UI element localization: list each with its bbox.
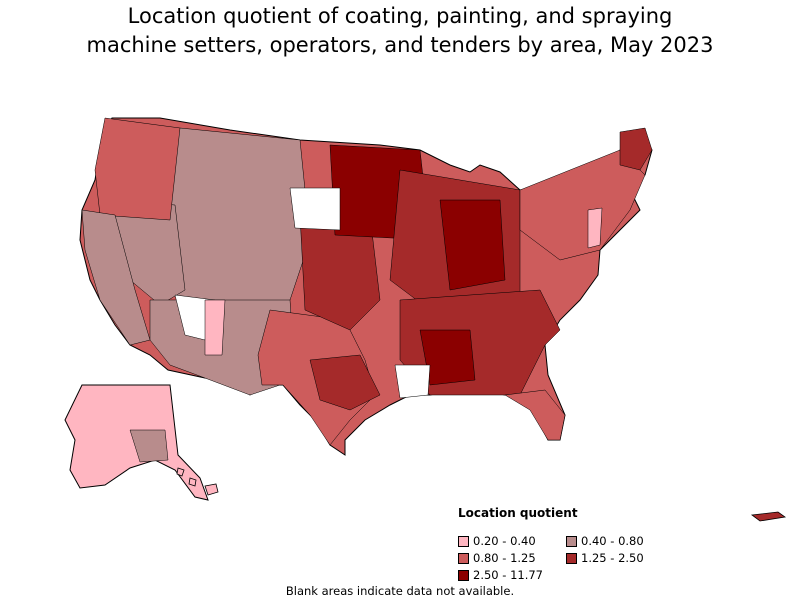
region-east-texas [309, 354, 381, 411]
low-area-1 [204, 299, 226, 356]
region-maine [619, 127, 653, 171]
puerto-rico [750, 511, 787, 522]
legend-swatch-4 [566, 552, 577, 564]
legend-label-1: 0.20 - 0.40 [473, 534, 536, 548]
legend-swatch-1 [458, 535, 469, 547]
legend-title: Location quotient [458, 506, 578, 520]
us-choropleth-map [64, 117, 787, 522]
legend-item-4: 1.25 - 2.50 [566, 551, 676, 565]
legend-label-4: 1.25 - 2.50 [581, 551, 644, 565]
region-fills [81, 117, 653, 446]
blank-area-1 [289, 187, 341, 231]
map-title: Location quotient of coating, painting, … [0, 2, 800, 60]
legend-item-5: 2.50 - 11.77 [458, 568, 566, 582]
region-california [81, 209, 151, 346]
legend-item-1: 0.20 - 0.40 [458, 534, 566, 548]
footnote: Blank areas indicate data not available. [285, 584, 515, 598]
region-florida [504, 389, 566, 441]
low-area-2 [587, 207, 603, 249]
hawaii [176, 467, 219, 496]
legend-grid: 0.20 - 0.40 0.40 - 0.80 0.80 - 1.25 1.25… [458, 534, 698, 582]
title-line-1: Location quotient of coating, painting, … [127, 4, 673, 28]
legend-label-5: 2.50 - 11.77 [473, 568, 543, 582]
legend-label-2: 0.40 - 0.80 [581, 534, 644, 548]
legend-swatch-5 [458, 569, 469, 581]
legend-item-3: 0.80 - 1.25 [458, 551, 566, 565]
legend-item-2: 0.40 - 0.80 [566, 534, 676, 548]
map-legend: Location quotient 0.20 - 0.40 0.40 - 0.8… [458, 506, 698, 582]
alaska-region [129, 429, 169, 463]
legend-swatch-2 [566, 535, 577, 547]
blank-area-3 [394, 364, 431, 399]
region-pacific-northwest [94, 117, 181, 221]
title-line-2: machine setters, operators, and tenders … [86, 33, 714, 57]
region-indiana-ohio [439, 199, 506, 291]
legend-label-3: 0.80 - 1.25 [473, 551, 536, 565]
legend-swatch-3 [458, 552, 469, 564]
